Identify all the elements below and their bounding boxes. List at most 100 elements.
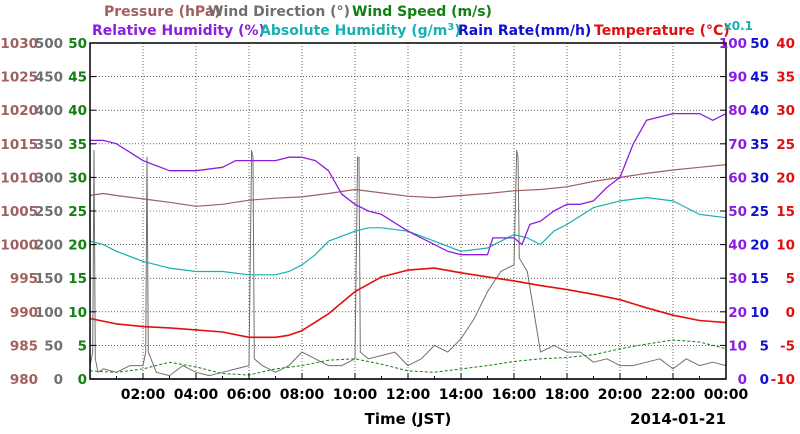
y-tick-label-wind-speed: 10 [68,305,87,321]
y-tick-label-temperature: 15 [776,204,795,220]
y-tick-label-relative-humidity: 80 [728,103,747,119]
x-tick-label: 14:00 [439,387,484,403]
x-tick-label: 10:00 [333,387,378,403]
y-tick-label-wind-speed: 0 [78,372,87,388]
legend-pressure: Pressure (hPa) [104,4,221,20]
y-tick-label-wind-speed: 30 [68,170,87,186]
legend-scale-note: x0.1 [724,19,753,33]
y-tick-label-wind-speed: 25 [68,204,87,220]
y-tick-label-wind-direction: 100 [35,305,63,321]
y-tick-label-temperature: 35 [776,70,795,86]
series-line-temperature [89,267,727,339]
x-tick-label: 20:00 [598,387,643,403]
y-tick-label-pressure: 1020 [0,103,38,119]
y-tick-label-wind-speed: 50 [68,36,87,52]
legend-wind-speed: Wind Speed (m/s) [352,4,492,20]
y-tick-label-wind-direction: 150 [35,271,63,287]
y-tick-label-rain-rate: 25 [750,204,769,220]
y-tick-label-pressure: 980 [10,372,38,388]
axes-layer: 02:00 04:00 06:00 08:00 10:00 12:00 14:00 16:00… [0,36,795,403]
y-tick-label-pressure: 1005 [0,204,38,220]
date-label: 2014-01-21 [630,410,726,428]
y-tick-label-relative-humidity: 40 [728,238,747,254]
x-axis-label: Time (JST) [365,410,452,428]
legend-absolute-humidity-sup: 3 [447,22,454,33]
y-tick-label-pressure: 985 [10,338,38,354]
legend-absolute-humidity: Absolute Humidity (g/m3) [260,22,461,39]
y-tick-label-wind-direction: 200 [35,238,63,254]
x-tick-label: 02:00 [121,387,166,403]
legend-temperature: Temperature (°C) [594,23,730,39]
y-tick-label-wind-speed: 35 [68,137,87,153]
x-tick-label: 12:00 [386,387,431,403]
y-tick-label-wind-speed: 5 [78,338,87,354]
x-tick-label: 04:00 [174,387,219,403]
y-tick-label-wind-speed: 20 [68,238,87,254]
y-tick-label-temperature: 0 [786,305,795,321]
series-layer [89,112,727,380]
grid [90,43,726,379]
y-tick-label-rain-rate: 15 [750,271,769,287]
y-tick-label-wind-direction: 350 [35,137,63,153]
y-tick-label-pressure: 990 [10,305,38,321]
y-tick-label-wind-direction: 500 [35,36,63,52]
y-tick-label-temperature: -5 [780,338,795,354]
y-tick-label-temperature: 25 [776,137,795,153]
y-tick-label-rain-rate: 20 [750,238,769,254]
y-tick-label-temperature: -10 [771,372,795,388]
x-tick-label: 16:00 [492,387,537,403]
y-tick-label-rain-rate: 50 [750,36,769,52]
series-line-relative-humidity [90,112,727,256]
y-tick-label-relative-humidity: 20 [728,305,747,321]
y-tick-label-temperature: 30 [776,103,795,119]
y-tick-label-temperature: 20 [776,170,795,186]
legend-absolute-humidity-suffix: ) [454,23,460,39]
legend-absolute-humidity-prefix: Absolute Humidity (g/m [260,23,447,39]
y-tick-label-wind-direction: 450 [35,70,63,86]
y-tick-label-temperature: 40 [776,36,795,52]
y-tick-label-rain-rate: 10 [750,305,769,321]
y-tick-label-temperature: 5 [786,271,795,287]
y-tick-label-relative-humidity: 60 [728,170,747,186]
x-tick-label: 00:00 [704,387,749,403]
y-tick-label-temperature: 10 [776,238,795,254]
y-tick-label-pressure: 1000 [0,238,38,254]
y-tick-label-relative-humidity: 50 [728,204,747,220]
y-tick-label-wind-direction: 300 [35,170,63,186]
x-tick-label: 22:00 [651,387,696,403]
y-tick-label-pressure: 1025 [0,70,38,86]
x-tick-label: 06:00 [227,387,272,403]
y-tick-label-rain-rate: 40 [750,103,769,119]
y-tick-label-pressure: 995 [10,271,38,287]
legend: Pressure (hPa) Wind Direction (°) Wind S… [92,4,753,39]
series-line-wind-speed [89,339,727,376]
y-tick-label-relative-humidity: 10 [728,338,747,354]
legend-relative-humidity: Relative Humidity (%) [92,23,265,39]
y-tick-label-rain-rate: 30 [750,170,769,186]
y-tick-label-wind-speed: 15 [68,271,87,287]
x-tick-label: 08:00 [280,387,325,403]
y-tick-label-relative-humidity: 100 [719,36,747,52]
y-tick-label-pressure: 1030 [0,36,38,52]
y-tick-label-relative-humidity: 90 [728,70,747,86]
x-tick-label: 18:00 [545,387,590,403]
y-tick-label-pressure: 1015 [0,137,38,153]
y-tick-label-wind-speed: 45 [68,70,87,86]
y-tick-label-rain-rate: 45 [750,70,769,86]
y-tick-label-wind-speed: 40 [68,103,87,119]
y-tick-label-pressure: 1010 [0,170,38,186]
y-tick-label-wind-direction: 50 [44,338,63,354]
series-line-pressure [89,164,727,207]
y-tick-label-rain-rate: 35 [750,137,769,153]
y-tick-label-relative-humidity: 70 [728,137,747,153]
y-tick-label-wind-direction: 250 [35,204,63,220]
legend-rain-rate: Rain Rate(mm/h) [458,23,591,39]
y-tick-label-wind-direction: 400 [35,103,63,119]
legend-wind-direction: Wind Direction (°) [208,4,350,20]
series-line-absolute-humidity [89,197,727,276]
series-line-wind-direction [89,150,727,377]
y-tick-label-rain-rate: 0 [760,372,769,388]
y-tick-label-relative-humidity: 0 [738,372,747,388]
y-tick-label-rain-rate: 5 [760,338,769,354]
